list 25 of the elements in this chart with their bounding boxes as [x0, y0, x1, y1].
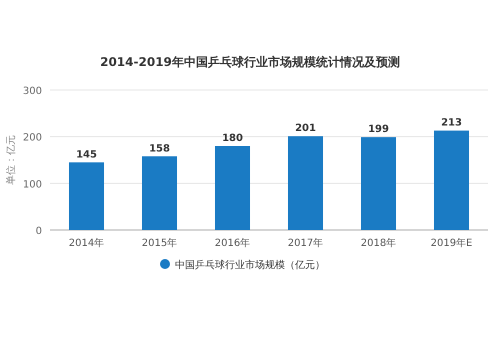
data-label: 213	[441, 118, 462, 129]
y-axis-title: 单位：亿元	[5, 135, 17, 185]
data-label: 180	[222, 133, 243, 144]
x-tick-label: 2017年	[288, 237, 324, 249]
chart-title: 2014-2019年中国乒乓球行业市场规模统计情况及预测	[100, 55, 400, 69]
y-tick-label: 100	[22, 179, 42, 190]
y-tick-label: 300	[22, 86, 42, 97]
x-tick-label: 2015年	[142, 237, 178, 249]
bar	[288, 136, 324, 230]
data-label: 145	[76, 149, 97, 160]
bar	[142, 156, 178, 230]
x-tick-label: 2019年E	[430, 237, 472, 249]
x-tick-label: 2016年	[214, 237, 250, 249]
bar	[214, 146, 250, 230]
legend-label: 中国乒乓球行业市场规模（亿元）	[175, 259, 325, 271]
bar	[434, 130, 470, 230]
x-tick-label: 2018年	[360, 237, 396, 249]
y-tick-label: 200	[22, 132, 42, 144]
y-tick-label: 0	[36, 226, 42, 237]
bar	[360, 137, 396, 230]
data-label: 158	[149, 143, 170, 154]
x-tick-label: 2014年	[68, 237, 104, 249]
data-label: 199	[368, 124, 389, 136]
bar	[68, 162, 104, 230]
data-label: 201	[295, 123, 316, 134]
